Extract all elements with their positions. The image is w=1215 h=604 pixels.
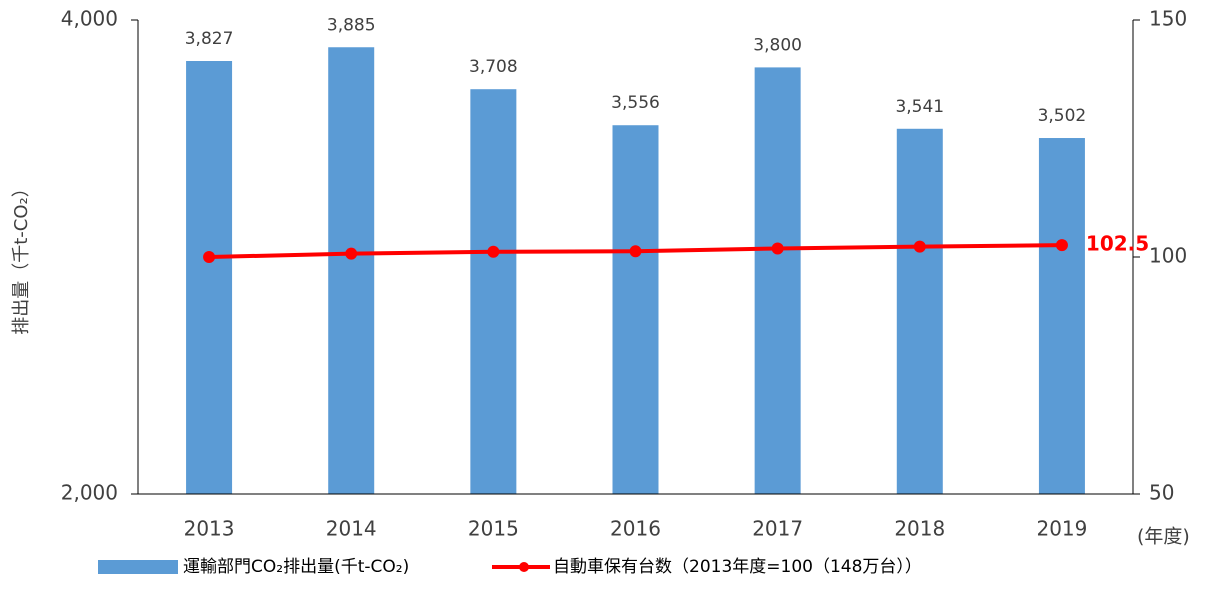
data-label: 3,502 xyxy=(1038,106,1087,126)
bar xyxy=(470,89,517,494)
legend-swatch xyxy=(98,560,178,574)
legend-marker xyxy=(519,562,529,572)
data-label: 3,827 xyxy=(185,29,234,49)
data-label: 3,541 xyxy=(895,97,944,117)
bar xyxy=(186,61,233,494)
y2-tick-label: 50 xyxy=(1149,481,1174,505)
x-tick-label: 2017 xyxy=(752,517,803,541)
bar xyxy=(612,125,659,494)
data-label: 3,885 xyxy=(327,15,376,35)
line-marker xyxy=(629,245,642,258)
y-tick-label: 4,000 xyxy=(61,7,118,31)
x-tick-label: 2013 xyxy=(184,517,235,541)
line-marker xyxy=(487,245,500,258)
legend-label: 自動車保有台数（2013年度=100（148万台）） xyxy=(553,557,922,577)
bar xyxy=(328,47,375,494)
data-label: 3,708 xyxy=(469,57,518,77)
x-unit: (年度) xyxy=(1137,526,1190,548)
y-axis-label: 排出量（千t-CO₂） xyxy=(11,179,32,335)
data-label: 3,800 xyxy=(753,35,802,55)
data-label: 3,556 xyxy=(611,93,660,113)
y2-tick-label: 150 xyxy=(1149,7,1187,31)
x-tick-label: 2015 xyxy=(468,517,519,541)
bar xyxy=(754,67,801,495)
x-tick-label: 2016 xyxy=(610,517,661,541)
x-tick-label: 2019 xyxy=(1036,517,1087,541)
y-tick-label: 2,000 xyxy=(61,481,118,505)
line-marker xyxy=(203,251,216,263)
line-marker xyxy=(913,240,926,253)
line-marker xyxy=(1055,239,1068,252)
x-tick-label: 2014 xyxy=(326,517,377,541)
bar xyxy=(1038,138,1085,494)
line-marker xyxy=(345,247,358,260)
x-tick-label: 2018 xyxy=(894,517,945,541)
y2-tick-label: 100 xyxy=(1149,244,1187,268)
line-marker xyxy=(771,242,784,255)
legend-label: 運輸部門CO₂排出量(千t-CO₂) xyxy=(183,557,409,577)
bar xyxy=(896,128,943,494)
data-label: 102.5 xyxy=(1086,232,1149,256)
